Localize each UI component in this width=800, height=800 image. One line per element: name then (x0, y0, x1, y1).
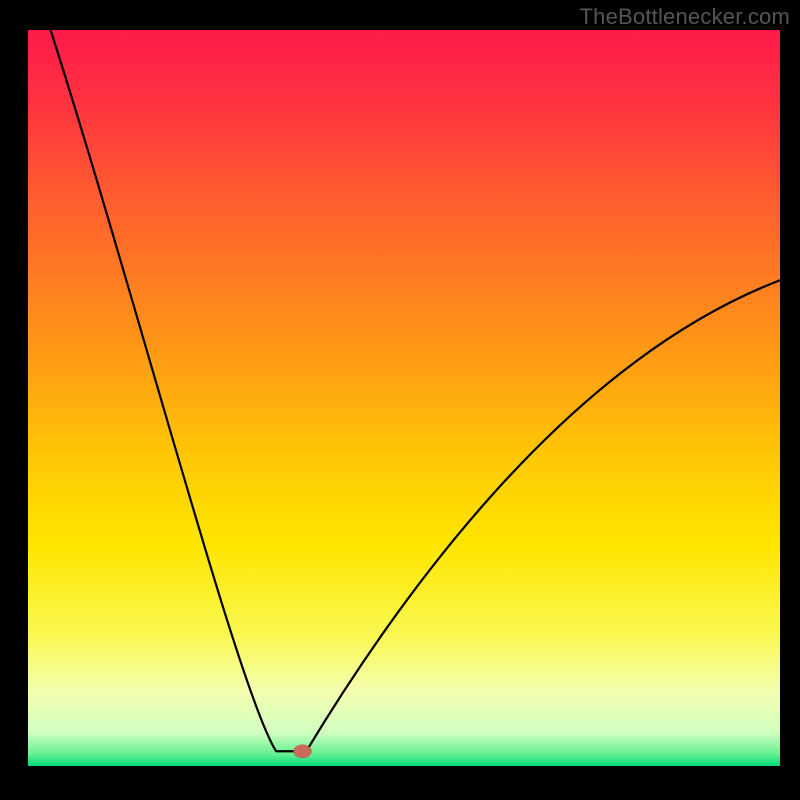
chart-frame: TheBottlenecker.com (0, 0, 800, 800)
optimal-point-marker (293, 745, 311, 758)
plot-area (28, 30, 780, 766)
bottleneck-plot (0, 0, 800, 800)
watermark-text: TheBottlenecker.com (580, 4, 790, 30)
